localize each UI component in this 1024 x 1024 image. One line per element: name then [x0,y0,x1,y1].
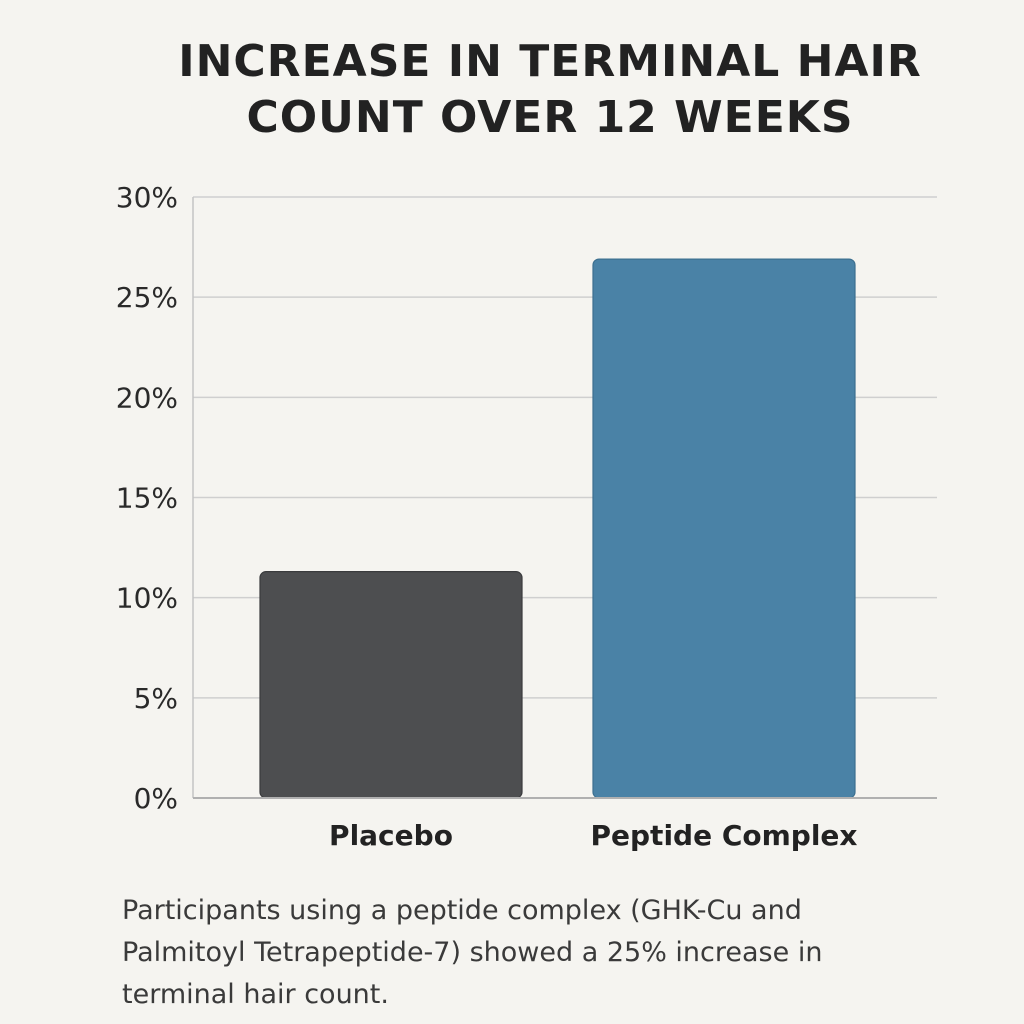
y-tick-label: 20% [116,381,178,414]
y-tick-label: 10% [116,582,178,615]
y-tick-labels: 0% 5% 10% 15% 20% 25% 30% [116,181,178,815]
y-tick-label: 0% [134,782,178,815]
y-tick-label: 30% [116,181,178,214]
y-tick-label: 15% [116,482,178,515]
bar-placebo [259,571,523,799]
y-tick-label: 5% [134,682,178,715]
chart-title: INCREASE IN TERMINAL HAIR COUNT OVER 12 … [110,34,990,146]
y-tick-label: 25% [116,281,178,314]
bars [259,258,856,799]
x-category-label: Peptide Complex [591,819,858,852]
x-category-label: Placebo [329,819,453,852]
chart-title-line-1: INCREASE IN TERMINAL HAIR [178,36,922,87]
chart-title-line-2: COUNT OVER 12 WEEKS [246,92,854,143]
x-category-labels: Placebo Peptide Complex [329,819,857,852]
chart-caption: Participants using a peptide complex (GH… [122,895,823,1010]
bar-peptide-complex [592,258,856,799]
